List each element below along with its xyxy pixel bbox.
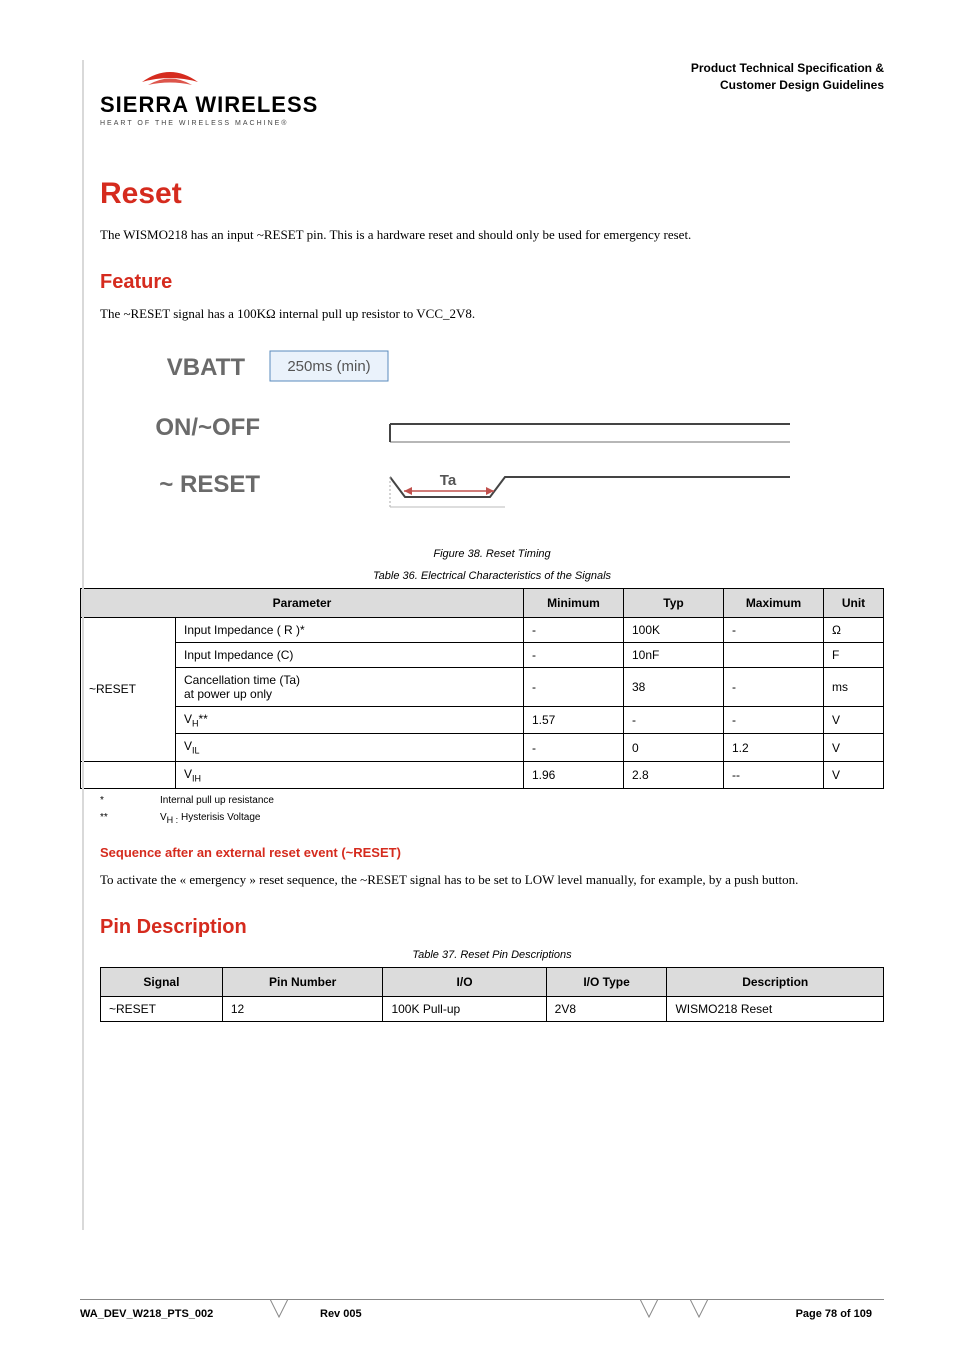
- reset-timing-diagram: VBATT 250ms (min) ON/~OFF ~ RESET Ta: [150, 347, 790, 527]
- ta-arrow-left: [404, 487, 412, 495]
- diag-label-onoff: ON/~OFF: [155, 414, 260, 441]
- table-36-caption: Table 36. Electrical Characteristics of …: [100, 570, 884, 582]
- footnote-1: * Internal pull up resistance: [100, 795, 884, 806]
- footer-notch-icon: [640, 1299, 658, 1327]
- t36-r2-unit: ms: [824, 668, 884, 707]
- t36-r0-max: -: [724, 618, 824, 643]
- t36-r4-min: -: [524, 734, 624, 761]
- t37-h-signal: Signal: [101, 967, 223, 996]
- t36-r4-typ: 0: [624, 734, 724, 761]
- table-37-caption: Table 37. Reset Pin Descriptions: [100, 949, 884, 961]
- table-row: VIL - 0 1.2 V: [81, 734, 884, 761]
- t36-r3-param: VH**: [176, 707, 524, 734]
- footnote-2: ** VH : Hysterisis Voltage: [100, 812, 884, 825]
- header-doc-title: Product Technical Specification & Custom…: [691, 60, 884, 94]
- header-line2: Customer Design Guidelines: [691, 77, 884, 94]
- t37-type: 2V8: [546, 996, 667, 1021]
- t36-r4-max: 1.2: [724, 734, 824, 761]
- t36-h-max: Maximum: [724, 589, 824, 618]
- t37-io: 100K Pull-up: [383, 996, 546, 1021]
- t36-r5-unit: V: [824, 761, 884, 788]
- footer-center: Rev 005: [320, 1300, 374, 1320]
- logo-swoosh-icon: [140, 60, 200, 90]
- t36-group-label: ~RESET: [81, 618, 176, 762]
- t36-r2-typ: 38: [624, 668, 724, 707]
- t36-r0-min: -: [524, 618, 624, 643]
- table-row: ~RESET 12 100K Pull-up 2V8 WISMO218 Rese…: [101, 996, 884, 1021]
- t36-r0-typ: 100K: [624, 618, 724, 643]
- t36-r3-unit: V: [824, 707, 884, 734]
- ta-label: Ta: [440, 472, 457, 489]
- t36-r0-unit: Ω: [824, 618, 884, 643]
- timing-note-text: 250ms (min): [287, 358, 370, 375]
- fn2-mark: **: [100, 812, 160, 825]
- t36-r2-min: -: [524, 668, 624, 707]
- t36-r2-param: Cancellation time (Ta)at power up only: [176, 668, 524, 707]
- table-row: ~RESET Input Impedance ( R )* - 100K - Ω: [81, 618, 884, 643]
- table-row: Cancellation time (Ta)at power up only -…: [81, 668, 884, 707]
- t36-r4-param: VIL: [176, 734, 524, 761]
- diag-label-vbatt: VBATT: [167, 354, 246, 381]
- logo-text: SIERRA WIRELESS: [100, 92, 318, 118]
- logo-block: SIERRA WIRELESS HEART OF THE WIRELESS MA…: [100, 60, 318, 127]
- header-line1: Product Technical Specification &: [691, 60, 884, 77]
- t36-r3-min: 1.57: [524, 707, 624, 734]
- table-row: Input Impedance (C) - 10nF F: [81, 643, 884, 668]
- t37-desc: WISMO218 Reset: [667, 996, 884, 1021]
- figure-38-caption: Figure 38. Reset Timing: [100, 548, 884, 560]
- footer-notch-icon: [270, 1299, 288, 1327]
- t36-r3-typ: -: [624, 707, 724, 734]
- reset-intro: The WISMO218 has an input ~RESET pin. Th…: [100, 225, 884, 245]
- t36-r0-param: Input Impedance ( R )*: [176, 618, 524, 643]
- page-header: SIERRA WIRELESS HEART OF THE WIRELESS MA…: [100, 60, 884, 127]
- t36-h-unit: Unit: [824, 589, 884, 618]
- heading-pin-description: Pin Description: [100, 916, 884, 939]
- feature-text: The ~RESET signal has a 100KΩ internal p…: [100, 304, 884, 324]
- left-accent-rule: [82, 60, 84, 1230]
- t37-h-pin: Pin Number: [222, 967, 383, 996]
- fn1-text: Internal pull up resistance: [160, 795, 274, 806]
- footer-left: WA_DEV_W218_PTS_002: [80, 1300, 225, 1320]
- t37-signal: ~RESET: [101, 996, 223, 1021]
- table-row: VIH 1.96 2.8 -- V: [81, 761, 884, 788]
- logo-tagline: HEART OF THE WIRELESS MACHINE®: [100, 120, 318, 127]
- heading-feature: Feature: [100, 271, 884, 294]
- t36-r1-param: Input Impedance (C): [176, 643, 524, 668]
- t36-h-typ: Typ: [624, 589, 724, 618]
- t37-pin: 12: [222, 996, 383, 1021]
- t36-r1-typ: 10nF: [624, 643, 724, 668]
- t36-h-min: Minimum: [524, 589, 624, 618]
- t36-r5-min: 1.96: [524, 761, 624, 788]
- t37-h-io: I/O: [383, 967, 546, 996]
- table-36-electrical: Parameter Minimum Typ Maximum Unit ~RESE…: [80, 588, 884, 789]
- footer-notch-icon: [690, 1299, 708, 1327]
- t36-r2-max: -: [724, 668, 824, 707]
- t36-r5-max: --: [724, 761, 824, 788]
- sequence-text: To activate the « emergency » reset sequ…: [100, 870, 884, 890]
- table-37-pins: Signal Pin Number I/O I/O Type Descripti…: [100, 967, 884, 1022]
- table-row: VH** 1.57 - - V: [81, 707, 884, 734]
- section-title-reset: Reset: [100, 177, 884, 211]
- page-footer: WA_DEV_W218_PTS_002 Rev 005 Page 78 of 1…: [80, 1299, 884, 1320]
- diag-label-reset: ~ RESET: [159, 471, 260, 498]
- t36-r4-unit: V: [824, 734, 884, 761]
- t36-r3-max: -: [724, 707, 824, 734]
- t36-h-parameter: Parameter: [81, 589, 524, 618]
- t36-r1-max: [724, 643, 824, 668]
- footer-right: Page 78 of 109: [796, 1300, 884, 1320]
- t36-r5-typ: 2.8: [624, 761, 724, 788]
- heading-sequence: Sequence after an external reset event (…: [100, 845, 884, 860]
- t37-h-desc: Description: [667, 967, 884, 996]
- fn1-mark: *: [100, 795, 160, 806]
- t37-h-type: I/O Type: [546, 967, 667, 996]
- t36-r1-unit: F: [824, 643, 884, 668]
- t36-r1-min: -: [524, 643, 624, 668]
- fn2-text: VH : Hysterisis Voltage: [160, 812, 260, 825]
- t36-r5-param: VIH: [176, 761, 524, 788]
